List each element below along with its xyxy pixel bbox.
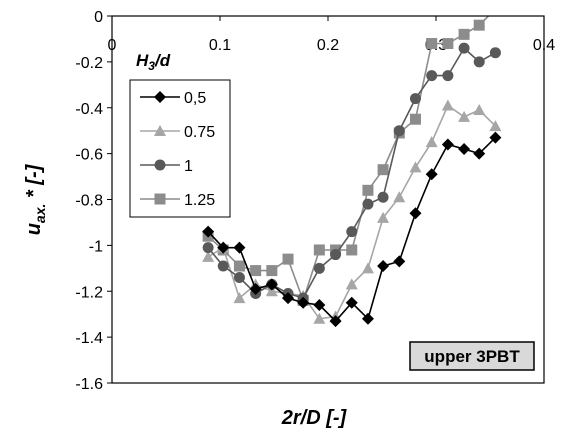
legend-label: 0.75 [184, 124, 215, 141]
legend-marker [154, 125, 166, 136]
data-point [377, 211, 390, 223]
data-point [217, 241, 230, 254]
data-point [473, 56, 485, 68]
data-point [313, 312, 326, 324]
annotation-text: upper 3PBT [424, 347, 520, 366]
x-axis-title: 2r/D [-] [281, 407, 348, 429]
data-point [393, 125, 405, 137]
data-point [377, 260, 390, 273]
data-point [202, 250, 215, 262]
y-tick-label: -1.6 [75, 376, 103, 393]
y-axis-title: uax. * [-] [23, 163, 48, 235]
data-point [297, 296, 310, 309]
y-tick-label: -0.2 [75, 55, 103, 72]
data-point [409, 207, 422, 220]
series-layer [202, 16, 502, 328]
y-tick-label: -0.8 [75, 193, 103, 210]
data-point [377, 191, 389, 203]
data-point [282, 253, 294, 265]
data-point [202, 242, 214, 254]
data-point [265, 278, 278, 291]
legend-label: 1 [184, 158, 193, 175]
legend-label: 0,5 [184, 90, 206, 107]
data-point [362, 198, 374, 210]
data-point [250, 265, 262, 277]
data-point [393, 191, 406, 203]
data-point [361, 262, 374, 274]
data-point [473, 104, 486, 116]
data-point [489, 120, 502, 132]
y-tick-label: -1 [89, 238, 103, 255]
data-point [458, 143, 471, 156]
data-point [361, 312, 374, 325]
data-point [266, 265, 278, 277]
legend-marker [154, 159, 166, 171]
data-point [233, 271, 245, 283]
data-point [489, 131, 502, 144]
data-point [377, 164, 389, 176]
data-point [313, 262, 325, 274]
data-point [442, 38, 454, 50]
legend-item: 0.75 [140, 124, 215, 141]
x-tick-label: 0.1 [209, 37, 231, 54]
data-point [345, 278, 358, 290]
plot-area-frame [111, 15, 545, 384]
data-point [409, 93, 421, 105]
y-tick-label: -1.4 [75, 330, 103, 347]
data-point [346, 226, 358, 238]
y-axis-ticks: 0 -0.2 -0.4 -0.6 -0.8 -1 -1.2 -1.4 -1.6 [75, 9, 112, 393]
data-point [329, 315, 342, 328]
data-point [217, 260, 229, 272]
data-point [441, 138, 454, 151]
legend-marker [154, 91, 166, 103]
legend-box [129, 79, 231, 218]
data-point [233, 292, 246, 304]
data-point [473, 19, 485, 31]
data-point [458, 28, 470, 40]
data-point [442, 70, 454, 82]
legend-marker [154, 193, 166, 205]
data-point [362, 184, 374, 196]
data-point [473, 147, 486, 160]
y-tick-label: 0 [94, 9, 103, 26]
data-point [409, 161, 422, 173]
legend-label: 1.25 [184, 192, 215, 209]
data-point [249, 282, 262, 295]
legend-item: 0,5 [140, 90, 206, 107]
data-point [441, 99, 454, 111]
data-point [426, 70, 438, 82]
data-point [426, 38, 438, 50]
data-point [313, 244, 325, 256]
data-point [425, 136, 438, 148]
data-point [202, 225, 215, 238]
x-tick-label: 0.2 [317, 37, 339, 54]
legend-item: 1 [140, 158, 193, 175]
annotation: upper 3PBT [409, 341, 535, 371]
y-tick-label: -0.4 [75, 101, 103, 118]
y-tick-label: -0.6 [75, 147, 103, 164]
legend-title: H3/d [136, 51, 171, 73]
data-point [233, 260, 245, 272]
data-point [233, 241, 246, 254]
data-point [458, 110, 471, 122]
data-point [345, 296, 358, 309]
data-point [489, 47, 501, 59]
data-point [425, 168, 438, 181]
data-point [409, 113, 421, 125]
legend-item: 1.25 [140, 192, 215, 209]
annotation-box [409, 341, 535, 371]
series-diamond [202, 131, 502, 328]
data-point [393, 255, 406, 268]
data-point [282, 292, 295, 305]
data-point [458, 42, 470, 54]
legend: H3/d 0,5 0.75 1 1.25 [129, 51, 231, 218]
data-point [346, 244, 358, 256]
data-point [313, 299, 326, 312]
data-point [330, 249, 342, 261]
data-point [265, 285, 278, 297]
y-tick-label: -1.2 [75, 284, 103, 301]
